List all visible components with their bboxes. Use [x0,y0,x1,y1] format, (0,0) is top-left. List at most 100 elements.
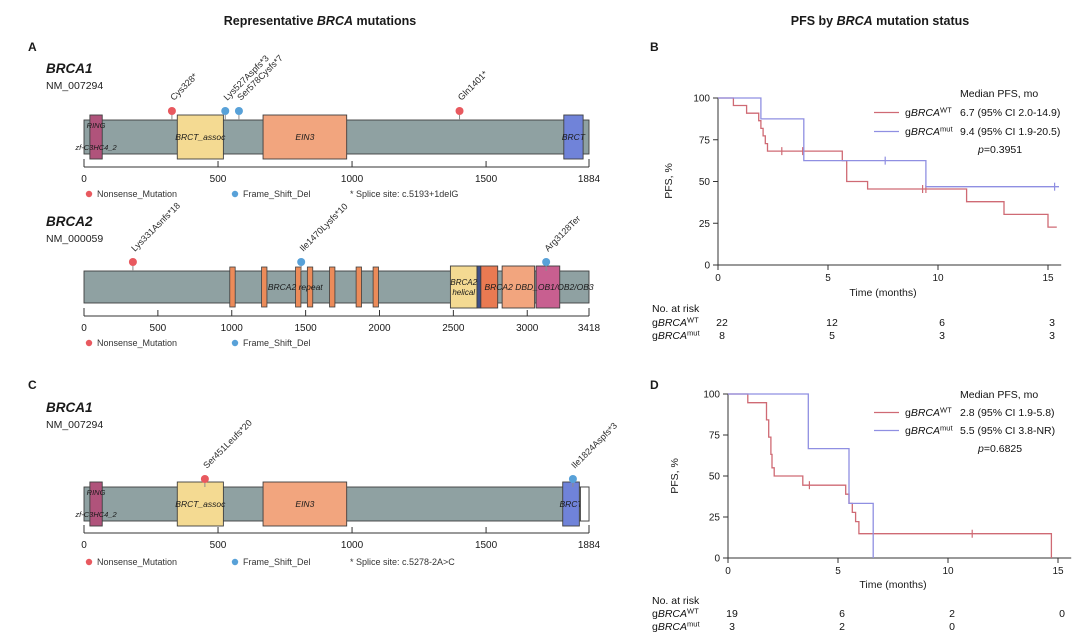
domain-label: BRCT [559,499,583,509]
lollipop-dot-nonsense [455,107,464,115]
x-tick-label: 15 [1052,566,1064,577]
aa-axis-tick-label: 500 [210,540,227,551]
domain-box [480,265,499,309]
y-tick-label: 25 [709,513,721,524]
gene-name: BRCA2 [46,214,93,229]
y-tick-label: 100 [703,390,720,401]
risk-count: 3 [939,330,945,342]
legend-dot-nonsense [85,190,93,198]
aa-axis-tick-label: 1884 [578,174,601,185]
domain-box [449,265,478,309]
legend-label: Nonsense_Mutation [97,338,177,348]
brc-repeat-bar [295,266,302,308]
y-tick-label: 75 [699,135,711,146]
risk-count: 19 [726,608,738,620]
aa-axis-tick-label: 1500 [475,540,498,551]
right-column-title: PFS by BRCA mutation status [790,14,970,28]
lollipop-dot-nonsense [167,107,176,115]
splice-site-note: * Splice site: c.5278-2A>C [350,557,455,567]
km-legend-median: 6.7 (95% CI 2.0-14.9) [960,107,1060,119]
aa-axis-tick-label: 0 [81,323,87,334]
km-curve-gBRCA-mut [728,393,874,558]
aa-axis-tick-label: 3418 [578,323,601,334]
domain-box [476,265,482,309]
x-tick-label: 5 [835,566,841,577]
km-curve-gBRCA-WT [718,97,1057,228]
risk-count: 0 [1059,608,1065,620]
aa-axis-tick-label: 500 [210,174,227,185]
domain-box [89,114,103,160]
brc-repeat-bar [355,266,362,308]
risk-count: 8 [719,330,725,342]
mutation-label: Arg3128Ter [542,213,582,253]
legend-dot-frameshift [231,339,239,347]
splice-site-note: * Splice site: c.5193+1delG [350,189,458,199]
mutation-label: Ser451Leufs*20 [201,418,254,471]
x-axis-title: Time (months) [849,287,916,299]
transcript-id: NM_007294 [46,80,104,92]
repeat-region-label: BRCA2 repeat [268,282,323,292]
domain-box [89,481,103,527]
gene-name: BRCA1 [46,61,93,76]
domain-box [176,481,224,527]
dbd-span-label: BRCA2 DBD_OB1/OB2/OB3 [484,282,593,292]
km-plot-d: 0 25 50 75 100 0 5 10 15 PFS, % Time (months) Media… [652,389,1072,633]
domain-label: RING [87,121,106,130]
km-curve-gBRCA-WT [728,393,1053,558]
aa-axis-tick-label: 1000 [221,323,244,334]
domain-label: BRCA2 [450,278,477,287]
lollipop-dot-frameshift [542,258,551,266]
km-legend-series-name: gBRCAmut [905,424,953,438]
km-plot-b: 0 25 50 75 100 0 5 10 15 PFS, % Time (months) Media… [652,88,1062,342]
panel-label-d: D [650,378,659,392]
km-p-value: p=0.6825 [977,443,1022,455]
mutation-label: Cys328* [168,71,199,102]
km-legend-title: Median PFS, mo [960,88,1038,100]
y-tick-label: 75 [709,431,721,442]
x-tick-label: 10 [932,273,944,284]
lollipop-dot-frameshift [234,107,243,115]
domain-box [563,114,584,160]
panel-label-c: C [28,378,37,392]
y-tick-label: 0 [704,261,710,272]
domain-box [501,265,536,309]
domain-box [535,265,561,309]
domain-label: RING [87,488,106,497]
km-legend-series-name: gBRCAWT [905,406,952,420]
gene-heading-brca1-a: BRCA1 NM_007294 [46,61,103,92]
legend-dot-frameshift [231,190,239,198]
aa-axis-tick-label: 1884 [578,540,601,551]
gene-heading-brca2-a: BRCA2 NM_000059 [46,214,103,245]
legend-label: Frame_Shift_Del [243,338,311,348]
y-tick-label: 50 [709,472,721,483]
risk-count: 2 [949,608,955,620]
y-tick-label: 0 [714,554,720,565]
aa-axis-tick-label: 2000 [368,323,391,334]
risk-table-title: No. at risk [652,595,700,607]
domain-label: helical [452,288,475,297]
brc-repeat-bar [306,266,314,308]
aa-axis-tick-label: 0 [81,540,87,551]
aa-axis-tick-label: 0 [81,174,87,185]
y-tick-label: 50 [699,177,711,188]
domain-label-2: zf-C3HC4_2 [74,143,117,152]
x-tick-label: 10 [942,566,954,577]
gene-heading-brca1-c: BRCA1 NM_007294 [46,400,103,431]
domain-label: BRCT [562,132,586,142]
km-legend-median: 9.4 (95% CI 1.9-20.5) [960,126,1060,138]
panel-label-a: A [28,40,37,54]
km-legend-series-name: gBRCAWT [905,106,952,120]
panel-label-b: B [650,40,659,54]
mutation-label: Ile1824Aspfs*3 [569,421,619,471]
mutation-label: Lys331Asnfs*18 [129,201,182,254]
aa-axis-tick-label: 1500 [294,323,317,334]
x-tick-label: 0 [715,273,721,284]
domain-box [262,481,348,527]
domain-label: EIN3 [295,132,314,142]
y-axis-title: PFS, % [663,163,675,199]
risk-count: 3 [1049,330,1055,342]
lollipop-dot-nonsense [200,475,209,483]
transcript-id: NM_000059 [46,233,104,245]
